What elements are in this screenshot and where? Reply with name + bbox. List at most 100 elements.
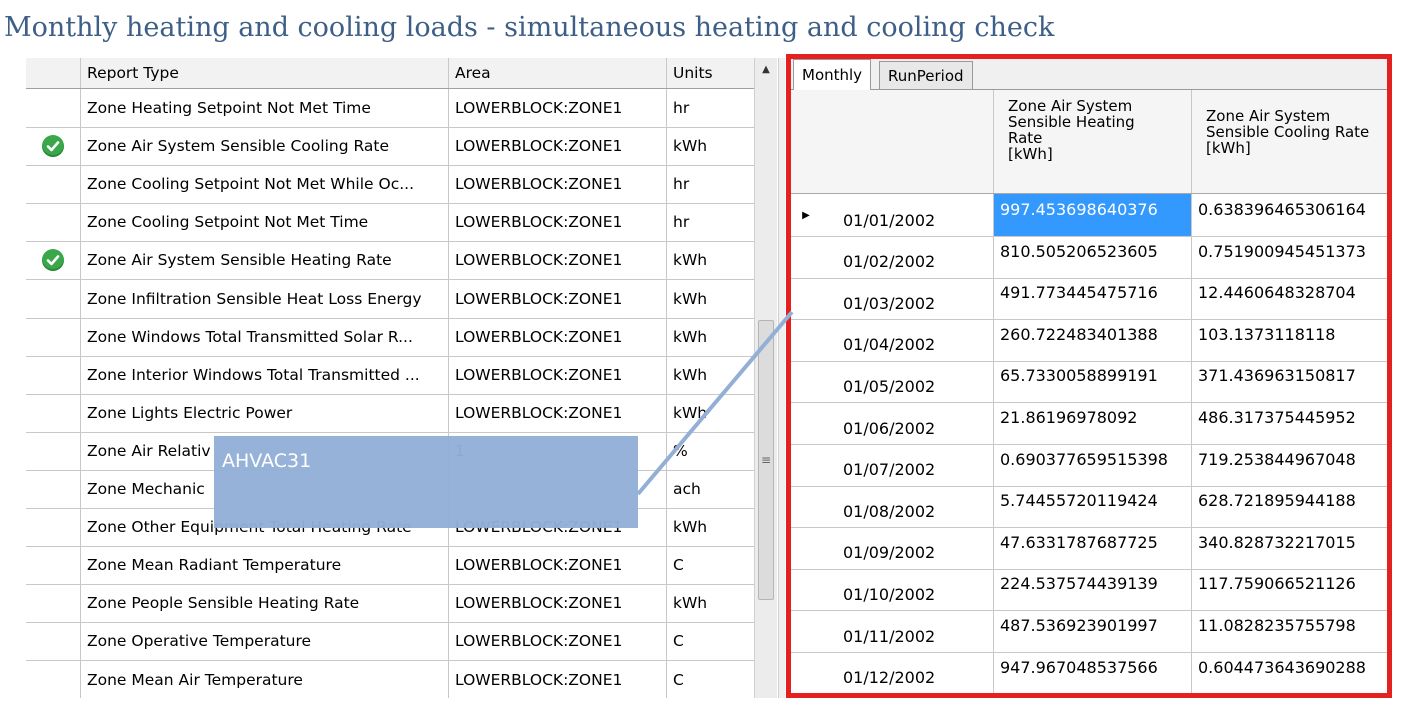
monthly-results-panel: Monthly RunPeriod Zone Air System Sensibl… [786, 54, 1392, 698]
month-date-cell: 01/02/2002 [843, 252, 936, 272]
report-type-cell: Zone People Sensible Heating Rate [80, 584, 448, 623]
heating-rate-cell[interactable]: 21.86196978092 [993, 402, 1191, 444]
heating-rate-cell[interactable]: 810.505206523605 [993, 235, 1191, 278]
report-units-cell: kWh [666, 584, 754, 623]
report-row[interactable]: Zone Operative Temperature LOWERBLOCK:ZON… [26, 622, 754, 662]
report-type-cell: Zone Heating Setpoint Not Met Time [80, 89, 448, 127]
report-row[interactable]: Zone Interior Windows Total Transmitted … [26, 355, 754, 395]
cooling-rate-cell[interactable]: 719.253844967048 [1191, 443, 1387, 486]
cooling-rate-cell[interactable]: 628.721895944188 [1191, 485, 1387, 528]
month-date-cell: 01/09/2002 [843, 543, 936, 563]
report-units-cell: kWh [666, 127, 754, 166]
report-row[interactable]: Zone Mean Radiant Temperature LOWERBLOCK:… [26, 546, 754, 586]
heating-rate-cell[interactable]: 5.74455720119424 [993, 485, 1191, 528]
report-row[interactable]: Zone People Sensible Heating Rate LOWERBL… [26, 584, 754, 624]
report-row[interactable]: Zone Cooling Setpoint Not Met Time LOWERB… [26, 203, 754, 243]
scroll-up-arrow-icon[interactable]: ▲ [762, 63, 770, 75]
report-grid-scrollbar[interactable]: ▲ ≡ [754, 58, 777, 698]
row-check-cell[interactable] [26, 127, 80, 165]
cooling-rate-cell[interactable]: 12.4460648328704 [1191, 277, 1387, 320]
report-units-cell: hr [666, 165, 754, 204]
panel-splitter[interactable] [778, 58, 785, 698]
cooling-rate-cell[interactable]: 371.436963150817 [1191, 360, 1387, 403]
report-units-cell: kWh [666, 317, 754, 356]
cooling-rate-cell[interactable]: 11.0828235755798 [1191, 610, 1387, 652]
report-type-cell: Zone Air System Sensible Cooling Rate [80, 127, 448, 166]
heating-rate-cell[interactable]: 224.537574439139 [993, 568, 1191, 611]
heating-rate-cell[interactable]: 65.7330058899191 [993, 360, 1191, 403]
cooling-rate-cell[interactable]: 0.604473643690288 [1191, 651, 1387, 693]
header-area[interactable]: Area [448, 58, 666, 88]
report-row[interactable]: Zone Infiltration Sensible Heat Loss Ene… [26, 279, 754, 319]
month-date-cell: 01/01/2002 [843, 210, 936, 230]
monthly-row[interactable]: 01/05/2002 65.7330058899191 371.4369631508… [791, 360, 1387, 404]
report-type-cell: Zone Windows Total Transmitted Solar R..… [80, 317, 448, 356]
monthly-row[interactable]: 01/02/2002 810.505206523605 0.751900945451… [791, 235, 1387, 279]
report-area-cell: LOWERBLOCK:ZONE1 [448, 279, 666, 318]
heating-rate-column-header[interactable]: Zone Air System Sensible Heating Rate [kWh] [993, 90, 1191, 193]
report-type-cell: Zone Lights Electric Power [80, 393, 448, 432]
header-report-type[interactable]: Report Type [80, 58, 448, 88]
heating-rate-cell[interactable]: 47.6331787687725 [993, 526, 1191, 569]
report-row[interactable]: Zone Air System Sensible Heating Rate LOW… [26, 241, 754, 281]
report-units-cell: C [666, 622, 754, 661]
heating-rate-cell[interactable]: 491.773445475716 [993, 277, 1191, 320]
report-units-cell: C [666, 546, 754, 585]
monthly-grid-header: Zone Air System Sensible Heating Rate [kWh]… [791, 90, 1387, 194]
cooling-rate-cell[interactable]: 0.638396465306164 [1191, 194, 1387, 236]
heating-rate-cell[interactable]: 997.453698640376 [993, 194, 1191, 236]
report-row[interactable]: Zone Air System Sensible Cooling Rate LOW… [26, 127, 754, 167]
report-area-cell: LOWERBLOCK:ZONE1 [448, 393, 666, 432]
tab-runperiod[interactable]: RunPeriod [879, 61, 973, 89]
monthly-row[interactable]: 01/03/2002 491.773445475716 12.44606483287… [791, 277, 1387, 321]
month-date-cell: 01/11/2002 [843, 626, 936, 646]
scroll-thumb[interactable]: ≡ [758, 320, 774, 600]
current-row-arrow-icon[interactable]: ▶ [802, 209, 810, 221]
report-area-cell: LOWERBLOCK:ZONE1 [448, 355, 666, 394]
callout-box: AHVAC31 [214, 436, 638, 528]
monthly-grid: Zone Air System Sensible Heating Rate [kWh]… [791, 90, 1387, 693]
report-area-cell: LOWERBLOCK:ZONE1 [448, 660, 666, 698]
heating-rate-cell[interactable]: 260.722483401388 [993, 318, 1191, 361]
report-type-cell: Zone Operative Temperature [80, 622, 448, 661]
callout-label: AHVAC31 [222, 450, 312, 472]
cooling-rate-cell[interactable]: 103.1373118118 [1191, 318, 1387, 361]
heating-rate-cell[interactable]: 0.690377659515398 [993, 443, 1191, 486]
cooling-rate-column-header[interactable]: Zone Air System Sensible Cooling Rate [kWh… [1191, 90, 1387, 193]
monthly-row[interactable]: ▶ 01/01/2002 997.453698640376 0.63839646530… [791, 194, 1387, 237]
monthly-row[interactable]: 01/04/2002 260.722483401388 103.1373118118 [791, 318, 1387, 362]
report-type-cell: Zone Interior Windows Total Transmitted … [80, 355, 448, 394]
report-row[interactable]: Zone Mean Air Temperature LOWERBLOCK:ZONE… [26, 660, 754, 698]
report-type-cell: Zone Mean Radiant Temperature [80, 546, 448, 585]
monthly-row[interactable]: 01/08/2002 5.74455720119424 628.7218959441… [791, 485, 1387, 529]
tab-monthly[interactable]: Monthly [793, 59, 872, 90]
cooling-rate-cell[interactable]: 486.317375445952 [1191, 402, 1387, 444]
report-row[interactable]: Zone Heating Setpoint Not Met Time LOWERB… [26, 89, 754, 128]
report-area-cell: LOWERBLOCK:ZONE1 [448, 203, 666, 242]
monthly-row[interactable]: 01/07/2002 0.690377659515398 719.253844967… [791, 443, 1387, 487]
report-area-cell: LOWERBLOCK:ZONE1 [448, 622, 666, 661]
report-units-cell: kWh [666, 279, 754, 318]
monthly-row[interactable]: 01/12/2002 947.967048537566 0.604473643690… [791, 651, 1387, 693]
check-icon [42, 249, 64, 272]
report-area-cell: LOWERBLOCK:ZONE1 [448, 165, 666, 204]
report-type-cell: Zone Cooling Setpoint Not Met While Oc..… [80, 165, 448, 204]
cooling-rate-cell[interactable]: 117.759066521126 [1191, 568, 1387, 611]
report-row[interactable]: Zone Cooling Setpoint Not Met While Oc..… [26, 165, 754, 205]
report-row[interactable]: Zone Lights Electric Power LOWERBLOCK:ZON… [26, 393, 754, 433]
report-row[interactable]: Zone Windows Total Transmitted Solar R..… [26, 317, 754, 357]
report-type-cell: Zone Cooling Setpoint Not Met Time [80, 203, 448, 242]
month-date-cell: 01/10/2002 [843, 584, 936, 604]
heating-rate-cell[interactable]: 487.536923901997 [993, 610, 1191, 652]
cooling-rate-cell[interactable]: 340.828732217015 [1191, 526, 1387, 569]
heating-rate-cell[interactable]: 947.967048537566 [993, 651, 1191, 693]
row-check-cell[interactable] [26, 241, 80, 279]
monthly-row[interactable]: 01/09/2002 47.6331787687725 340.8287322170… [791, 526, 1387, 570]
cooling-rate-cell[interactable]: 0.751900945451373 [1191, 235, 1387, 278]
monthly-row[interactable]: 01/06/2002 21.86196978092 486.317375445952 [791, 402, 1387, 445]
monthly-row[interactable]: 01/11/2002 487.536923901997 11.08282357557… [791, 610, 1387, 653]
monthly-row[interactable]: 01/10/2002 224.537574439139 117.7590665211… [791, 568, 1387, 612]
header-units[interactable]: Units [666, 58, 754, 88]
month-date-cell: 01/08/2002 [843, 501, 936, 521]
